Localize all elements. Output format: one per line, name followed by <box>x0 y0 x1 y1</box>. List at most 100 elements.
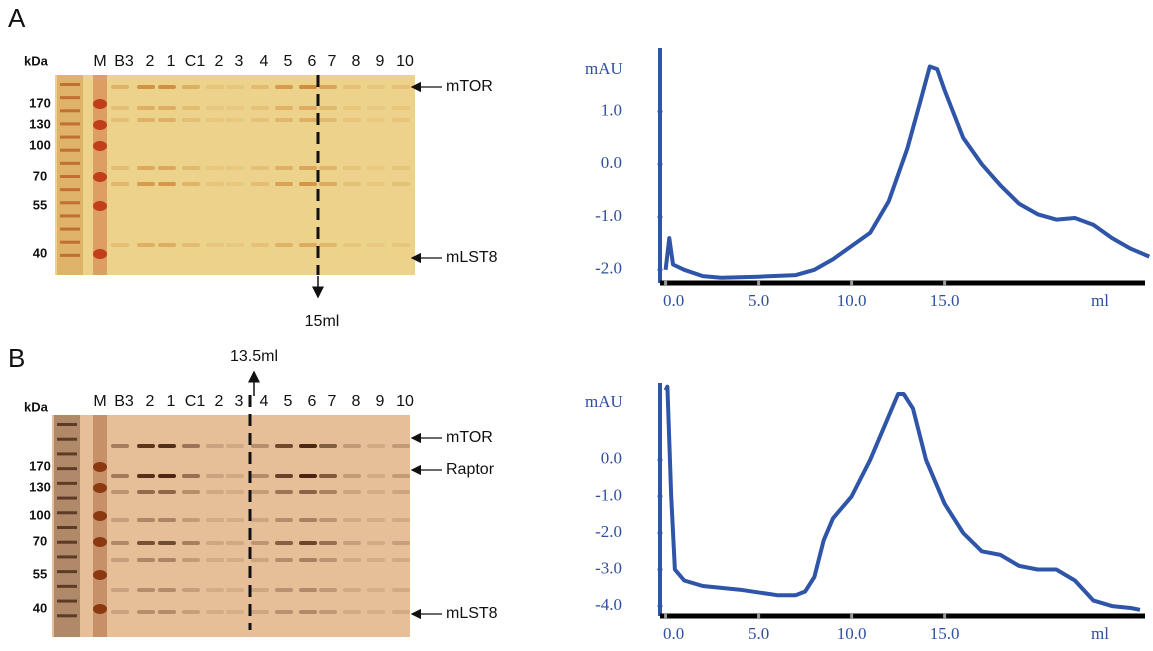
marker-label: 100 <box>29 137 51 152</box>
sample-band <box>137 106 155 110</box>
lane-label: 2 <box>146 393 155 410</box>
sample-band <box>111 118 129 122</box>
sample-band <box>367 243 385 247</box>
lane-label: 8 <box>352 53 361 70</box>
sample-band <box>251 85 269 89</box>
sample-band <box>299 166 317 170</box>
ladder-band <box>57 481 77 485</box>
sample-band <box>137 444 155 448</box>
sample-band <box>206 558 224 562</box>
y-tick <box>657 214 663 220</box>
y-tick <box>657 603 663 609</box>
sample-band <box>158 85 176 89</box>
unit-label: kDa <box>24 399 49 414</box>
lane-label: 4 <box>260 393 269 410</box>
sample-band <box>275 118 293 122</box>
sample-band <box>299 243 317 247</box>
sample-band <box>226 118 244 122</box>
y-tick-label: -3.0 <box>595 558 622 577</box>
sample-band <box>206 166 224 170</box>
y-tick-label: -1.0 <box>595 485 622 504</box>
x-tick-label: 15.0 <box>930 291 960 310</box>
sample-band <box>392 541 410 545</box>
sample-band <box>206 182 224 186</box>
sample-band <box>275 444 293 448</box>
sample-band <box>319 106 337 110</box>
trace <box>663 64 1151 280</box>
ladder-band <box>60 253 80 257</box>
marker-lane <box>93 415 107 637</box>
marker-band <box>93 537 107 547</box>
sample-band <box>226 588 244 592</box>
x-tick-label: 10.0 <box>837 624 867 643</box>
ladder-band <box>57 467 77 471</box>
sample-band <box>158 474 176 478</box>
sample-band <box>367 541 385 545</box>
sample-band <box>275 85 293 89</box>
sample-band <box>343 106 361 110</box>
marker-label: 70 <box>33 168 47 183</box>
sample-band <box>392 243 410 247</box>
sample-band <box>111 474 129 478</box>
unit-label: kDa <box>24 53 49 68</box>
sample-band <box>158 444 176 448</box>
sample-band <box>251 518 269 522</box>
sample-band <box>137 474 155 478</box>
marker-lane <box>93 75 107 275</box>
sample-band <box>206 518 224 522</box>
sample-band <box>392 85 410 89</box>
sample-band <box>392 106 410 110</box>
sample-band <box>275 518 293 522</box>
x-axis-label: ml <box>1091 291 1109 310</box>
sample-band <box>319 490 337 494</box>
ladder-band <box>60 83 80 86</box>
lane-label: C1 <box>185 53 206 70</box>
x-tick-label: 5.0 <box>748 624 769 643</box>
sample-band <box>367 558 385 562</box>
annotation: 15ml <box>305 313 340 330</box>
lane-label: 9 <box>376 393 385 410</box>
sample-band <box>251 490 269 494</box>
marker-band <box>93 172 107 182</box>
sample-band <box>319 444 337 448</box>
ladder-band <box>60 227 80 231</box>
sample-band <box>226 106 244 110</box>
marker-band <box>93 249 107 259</box>
ladder-band <box>57 437 77 441</box>
sample-band <box>275 182 293 186</box>
ladder-band <box>57 511 77 515</box>
sample-band <box>182 182 200 186</box>
sample-band <box>182 474 200 478</box>
x-tick <box>850 613 854 619</box>
sample-band <box>158 541 176 545</box>
y-tick-label: 0.0 <box>601 153 622 172</box>
sample-band <box>392 518 410 522</box>
sample-band <box>137 518 155 522</box>
lane-label: 6 <box>308 393 317 410</box>
gel <box>55 75 415 275</box>
marker-band <box>93 120 107 130</box>
ladder-band <box>57 452 77 456</box>
sample-band <box>299 118 317 122</box>
lane-label: 7 <box>328 53 337 70</box>
sample-band <box>299 558 317 562</box>
sample-band <box>182 541 200 545</box>
y-tick-label: -2.0 <box>595 259 622 278</box>
sample-band <box>137 610 155 614</box>
lane-label: 10 <box>396 53 414 70</box>
sample-band <box>392 490 410 494</box>
sample-band <box>392 118 410 122</box>
y-tick <box>657 161 663 167</box>
marker-band <box>93 570 107 580</box>
sample-band <box>251 118 269 122</box>
marker-label: 130 <box>29 479 51 494</box>
sample-band <box>343 474 361 478</box>
lane-label: 5 <box>284 393 293 410</box>
sample-band <box>158 166 176 170</box>
sample-band <box>319 243 337 247</box>
sample-band <box>367 182 385 186</box>
lane-label: 6 <box>308 53 317 70</box>
y-tick <box>657 530 663 536</box>
lane-label: 3 <box>235 393 244 410</box>
sample-band <box>367 166 385 170</box>
